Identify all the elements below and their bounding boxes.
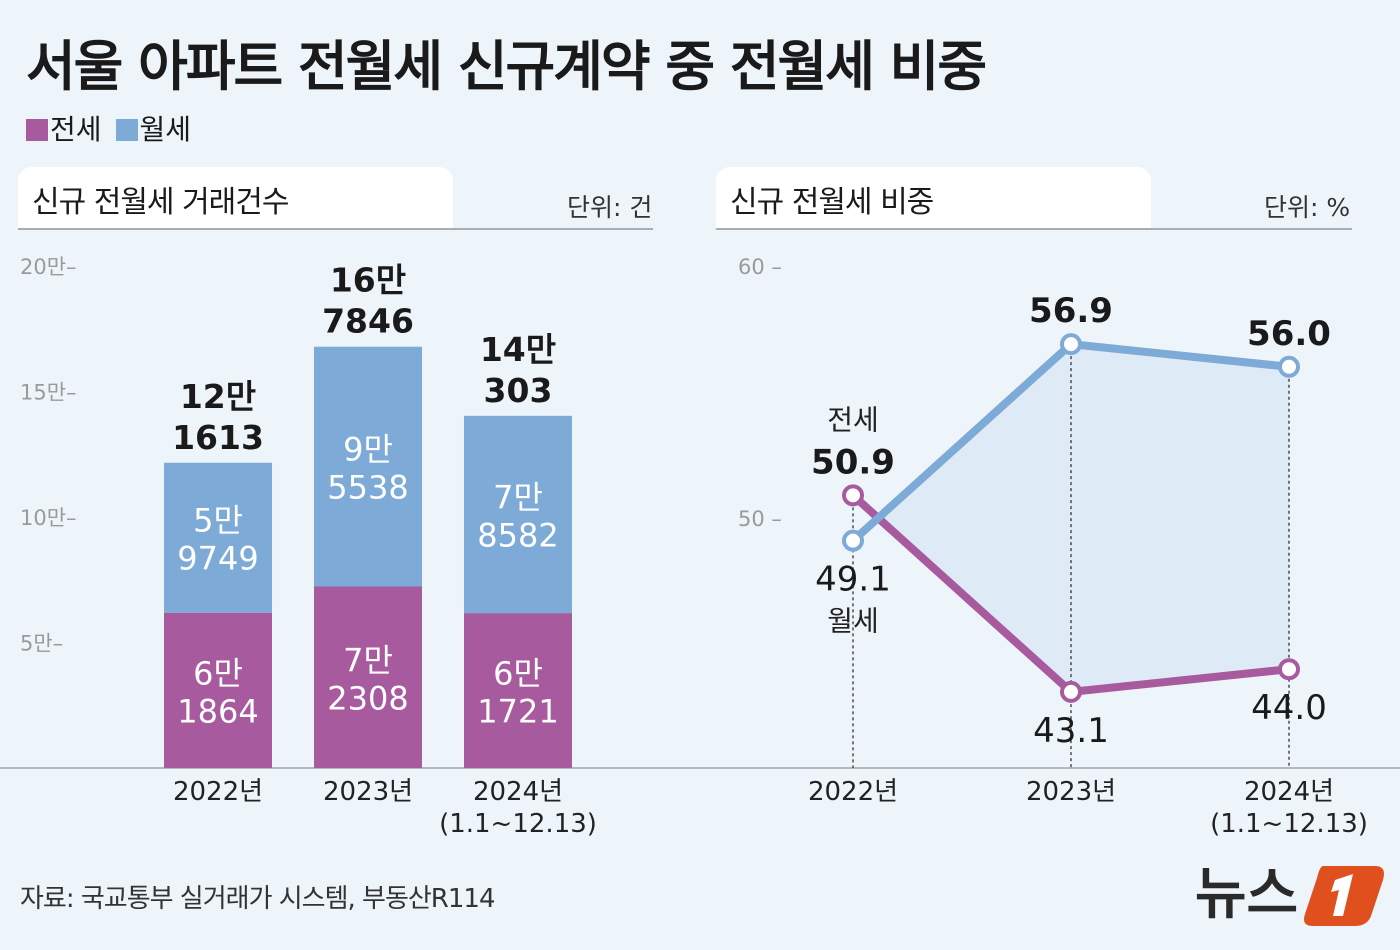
source-note: 자료: 국교통부 실거래가 시스템, 부동산R114 bbox=[20, 884, 495, 914]
bar-total-label: 14만 bbox=[480, 330, 556, 369]
point-wolse bbox=[1278, 355, 1300, 378]
gap-area bbox=[878, 344, 1289, 692]
legend-swatch-jeonse bbox=[26, 119, 48, 141]
bar-total-label: 12만 bbox=[180, 377, 256, 416]
line-chart-rule bbox=[716, 228, 1352, 230]
point-label: 49.1 bbox=[815, 560, 891, 600]
legend-label: 월세 bbox=[139, 113, 192, 146]
page-title: 서울 아파트 전월세 신규계약 중 전월세 비중 bbox=[26, 35, 987, 98]
point-label: 56.9 bbox=[1029, 291, 1113, 331]
legend-item-jeonse: 전세 bbox=[26, 108, 102, 148]
x-tick-label: 2023년 bbox=[1026, 777, 1116, 807]
x-tick-sublabel: (1.1~12.13) bbox=[439, 809, 597, 839]
legend-label: 전세 bbox=[50, 113, 102, 146]
y-tick-label: 60 – bbox=[738, 255, 782, 279]
line-chart-title: 신규 전월세 비중 bbox=[716, 167, 1151, 228]
x-tick-label: 2024년 bbox=[1244, 777, 1334, 807]
legend-item-wolse: 월세 bbox=[115, 108, 192, 148]
x-tick-label: 2024년 bbox=[473, 777, 563, 807]
bar-data-label: 5538 bbox=[327, 469, 408, 507]
bar-data-label: 5만 bbox=[193, 502, 243, 540]
point-wolse bbox=[1060, 333, 1082, 356]
bar-chart-title: 신규 전월세 거래건수 bbox=[18, 167, 453, 228]
y-tick-label: 10만– bbox=[20, 506, 77, 530]
x-tick-label: 2022년 bbox=[808, 777, 898, 807]
bar-data-label: 1864 bbox=[177, 692, 258, 730]
bar-wolse bbox=[464, 415, 572, 614]
svg-text:뉴스: 뉴스 bbox=[1195, 862, 1298, 927]
bar-total-label: 1613 bbox=[172, 418, 264, 457]
bar-wolse bbox=[164, 462, 272, 613]
bar-data-label: 1721 bbox=[477, 693, 558, 731]
bar-data-label: 2308 bbox=[327, 679, 408, 717]
x-tick-sublabel: (1.1~12.13) bbox=[1210, 809, 1368, 839]
y-tick-label: 15만– bbox=[20, 381, 77, 405]
bar-total-label: 16만 bbox=[330, 261, 406, 300]
bar-data-label: 7만 bbox=[343, 641, 393, 679]
bar-data-label: 8582 bbox=[477, 516, 558, 554]
bar-chart-unit: 단위: 건 bbox=[567, 193, 653, 222]
bar-total-label: 7846 bbox=[322, 302, 414, 341]
line-chart-unit: 단위: % bbox=[1264, 193, 1351, 222]
legend: 전세 월세 bbox=[26, 108, 191, 148]
bar-jeonse bbox=[464, 613, 572, 768]
news1-logo: 뉴스 bbox=[1195, 858, 1385, 928]
bar-wolse bbox=[314, 346, 422, 587]
point-label: 56.0 bbox=[1247, 314, 1331, 354]
legend-swatch-wolse bbox=[115, 119, 138, 141]
bar-total-label: 303 bbox=[484, 371, 553, 410]
bar-data-label: 7만 bbox=[493, 478, 543, 516]
point-label: 50.9 bbox=[811, 442, 895, 482]
point-wolse bbox=[842, 529, 864, 552]
bar-data-label: 6만 bbox=[193, 654, 243, 692]
x-tick-label: 2023년 bbox=[323, 777, 413, 807]
point-jeonse bbox=[842, 484, 864, 507]
bar-data-label: 9만 bbox=[343, 431, 393, 469]
bar-jeonse bbox=[314, 586, 422, 768]
series-label-wolse: 월세 bbox=[827, 605, 879, 638]
point-label: 43.1 bbox=[1033, 711, 1109, 751]
y-tick-label: 50 – bbox=[738, 507, 782, 531]
bar-chart-rule bbox=[18, 228, 653, 230]
bar-data-label: 9749 bbox=[177, 540, 258, 578]
point-label: 44.0 bbox=[1251, 688, 1327, 728]
bar-data-label: 6만 bbox=[493, 655, 543, 693]
point-jeonse bbox=[1060, 680, 1082, 703]
bar-jeonse bbox=[164, 612, 272, 768]
x-tick-label: 2022년 bbox=[173, 777, 263, 807]
series-label-jeonse: 전세 bbox=[827, 403, 879, 436]
point-jeonse bbox=[1278, 658, 1300, 681]
y-tick-label: 5만– bbox=[20, 632, 63, 656]
y-tick-label: 20만– bbox=[20, 255, 77, 279]
